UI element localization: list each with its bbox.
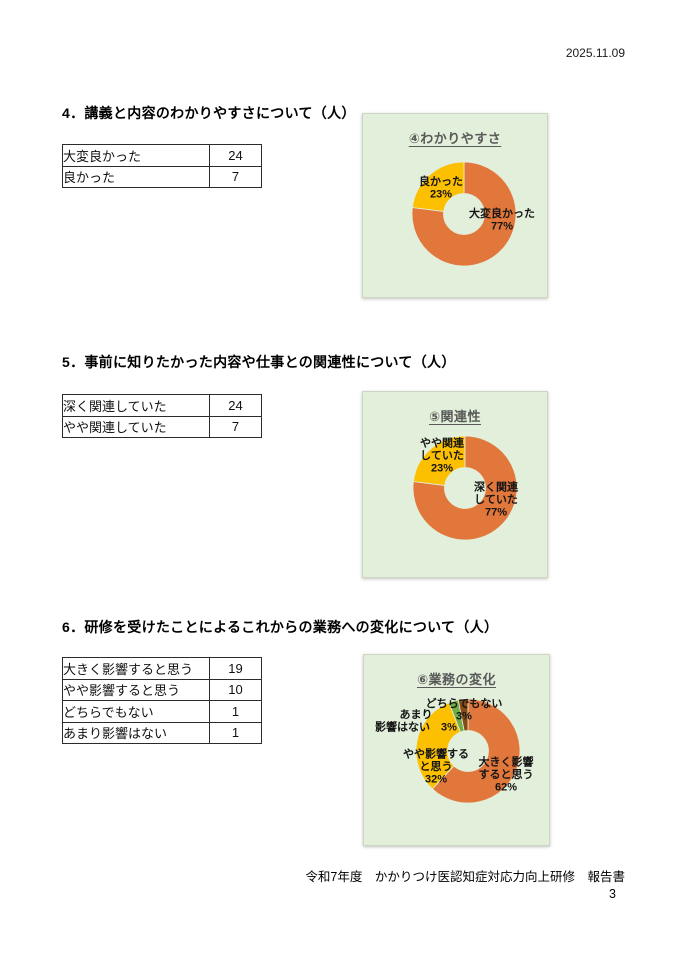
slice-label: やや関連していた 23% xyxy=(420,436,465,475)
answer-label: どちらでもない xyxy=(62,700,210,723)
answer-count: 24 xyxy=(209,144,262,167)
donut-slice xyxy=(415,702,461,790)
donut-slice xyxy=(412,435,518,541)
chart-panel-gyomu-henka: 大きく影響すると思う 62% やや影響すると思う 32% あまり影響はない 3% どちらで… xyxy=(363,654,550,846)
slice-label: 深く関連していた 77% xyxy=(474,480,519,519)
page-footer: 令和7年度 かかりつけ医認知症対応力向上研修 報告書 3 xyxy=(305,869,625,903)
slice-label: 大きく影響すると思う 62% xyxy=(479,755,534,794)
table-row: やや影響すると思う 10 xyxy=(62,678,262,701)
section-6-heading: 6．研修を受けたことによるこれからの業務への変化について（人） xyxy=(62,619,499,635)
slice-label: 大変良かった 77% xyxy=(469,206,535,233)
chart-panel-kanrensei: 深く関連していた 77% やや関連していた 23% ⑤関連性 xyxy=(362,391,548,578)
chart-title: ④わかりやすさ xyxy=(408,131,502,146)
donut-chart: 大変良かった 77% 良かった 23% xyxy=(363,114,547,297)
table-row: どちらでもない 1 xyxy=(62,700,262,723)
answer-count: 1 xyxy=(209,721,262,744)
slice-label: あまり影響はない 3% xyxy=(375,708,457,734)
donut-slice xyxy=(431,698,521,804)
section-4-heading: 4．講義と内容のわかりやすさについて（人） xyxy=(62,105,356,121)
donut-chart-svg: 大きく影響すると思う 62% やや影響すると思う 32% あまり影響はない 3%どちらで… xyxy=(375,697,534,804)
table-row: あまり影響はない 1 xyxy=(62,721,262,744)
answer-count: 10 xyxy=(209,678,262,701)
report-date: 2025.11.09 xyxy=(565,46,625,60)
answer-label: やや影響すると思う xyxy=(62,678,210,701)
donut-slice xyxy=(412,435,466,486)
section-5-table: 深く関連していた 24 やや関連していた 7 xyxy=(62,394,262,438)
answer-count: 24 xyxy=(209,394,262,417)
donut-slice xyxy=(457,698,469,732)
section-6-table: 大きく影響すると思う 19 やや影響すると思う 10 どちらでもない 1 あまり… xyxy=(62,657,262,744)
slice-label: やや影響すると思う 32% xyxy=(403,747,469,786)
table-row: 大変良かった 24 xyxy=(62,144,262,167)
table-row: 良かった 7 xyxy=(62,165,262,188)
answer-label: 良かった xyxy=(62,165,210,188)
chart-title: ⑤関連性 xyxy=(428,409,481,424)
section-5-heading: 5．事前に知りたかった内容や仕事との関連性について（人） xyxy=(62,354,456,370)
answer-count: 1 xyxy=(209,700,262,723)
slice-label: どちらでもない 3% xyxy=(426,697,503,723)
section-4-table: 大変良かった 24 良かった 7 xyxy=(62,144,262,188)
table-row: 深く関連していた 24 xyxy=(62,394,262,417)
answer-label: 大変良かった xyxy=(62,144,210,167)
answer-count: 7 xyxy=(209,415,262,438)
donut-chart: 深く関連していた 77% やや関連していた 23% xyxy=(363,392,547,577)
chart-panel-wakariyasusa: 大変良かった 77% 良かった 23% ④わかりやすさ xyxy=(362,113,548,298)
answer-label: あまり影響はない xyxy=(62,721,210,744)
donut-chart-svg: 大変良かった 77%良かった 23% xyxy=(411,161,535,267)
answer-label: 大きく影響すると思う xyxy=(62,657,210,680)
answer-count: 7 xyxy=(209,165,262,188)
donut-chart: 大きく影響すると思う 62% やや影響すると思う 32% あまり影響はない 3% どちらで… xyxy=(364,655,549,845)
page-number: 3 xyxy=(609,887,616,901)
donut-slice xyxy=(411,161,465,212)
donut-slice xyxy=(411,161,517,267)
answer-count: 19 xyxy=(209,657,262,680)
table-row: 大きく影響すると思う 19 xyxy=(62,657,262,680)
footer-title: 令和7年度 かかりつけ医認知症対応力向上研修 報告書 xyxy=(305,870,625,884)
chart-title: ⑥業務の変化 xyxy=(416,672,496,687)
answer-label: 深く関連していた xyxy=(62,394,210,417)
slice-label: 良かった 23% xyxy=(419,174,463,201)
table-row: やや関連していた 7 xyxy=(62,415,262,438)
answer-label: やや関連していた xyxy=(62,415,210,438)
donut-chart-svg: 深く関連していた 77%やや関連していた 23% xyxy=(412,435,519,541)
